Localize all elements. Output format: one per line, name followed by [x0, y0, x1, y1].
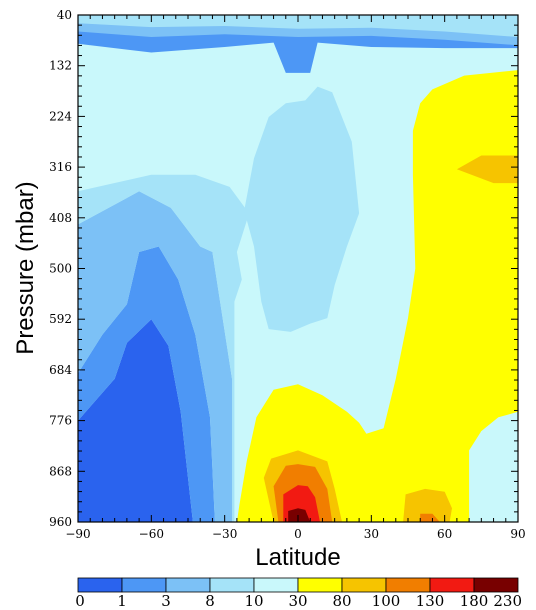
x-tick-label: 30 [364, 527, 379, 541]
contour-region-level-5-10 [236, 70, 518, 522]
colorbar-swatch [121, 577, 167, 593]
colorbar-swatch [209, 577, 255, 593]
contour-region-level-6-13 [403, 488, 452, 522]
y-tick-label: 684 [49, 363, 72, 377]
colorbar-label: 130 [416, 592, 445, 610]
y-tick-label: 776 [49, 414, 72, 428]
colorbar-label: 180 [460, 592, 489, 610]
colorbar [77, 577, 519, 593]
colorbar-label: 3 [161, 592, 171, 610]
y-tick-labels: 40 132 224 316 408 500 592 684 776 868 960 [49, 8, 72, 529]
colorbar-label: 80 [332, 592, 351, 610]
contour-region-level-0-0 [78, 319, 193, 522]
colorbar-label: 100 [372, 592, 401, 610]
contour-region-level-4-18 [469, 411, 518, 522]
contour-region-level-9-17 [288, 508, 311, 522]
colorbar-swatch [77, 577, 123, 593]
colorbar-label: 10 [244, 592, 263, 610]
y-tick-label: 224 [49, 109, 72, 123]
contour-region-level-1-1 [78, 246, 215, 522]
colorbar-label: 1 [117, 592, 127, 610]
contour-region-level-2-4 [78, 191, 232, 522]
colorbar-swatch [385, 577, 431, 593]
y-tick-label: 316 [49, 160, 72, 174]
x-axis-title: Latitude [255, 544, 340, 571]
y-tick-label: 868 [49, 464, 72, 478]
contour-region-level-7-15 [420, 513, 440, 522]
colorbar-swatch [473, 577, 519, 593]
y-tick-label: 132 [49, 59, 72, 73]
colorbar-label: 230 [493, 592, 522, 610]
x-tick-label: 60 [437, 527, 452, 541]
y-tick-label: 960 [49, 515, 72, 529]
x-tick-label: −60 [139, 527, 164, 541]
colorbar-label: 30 [288, 592, 307, 610]
colorbar-label: 8 [205, 592, 215, 610]
contour-region-level-3-9 [244, 86, 360, 332]
contour-region-level-3-7 [78, 174, 250, 522]
colorbar-swatch [253, 577, 299, 593]
colorbar-swatch [165, 577, 211, 593]
y-tick-label: 500 [49, 262, 72, 276]
y-axis-title: Pressure (mbar) [12, 181, 39, 354]
colorbar-swatch [429, 577, 475, 593]
x-tick-label: 0 [294, 527, 302, 541]
colorbar-swatch [341, 577, 387, 593]
contour-region-level-6-11 [456, 155, 518, 184]
colorbar-swatch [297, 577, 343, 593]
x-tick-labels: −90 −60 −30 0 30 60 90 [65, 527, 525, 541]
contour-fills [78, 15, 518, 522]
contour-region-level-3-8 [78, 15, 518, 37]
colorbar-label: 0 [75, 592, 85, 610]
x-tick-label: 90 [510, 527, 525, 541]
axis-ticks [77, 14, 519, 523]
y-tick-label: 40 [57, 8, 72, 22]
x-tick-label: −30 [212, 527, 237, 541]
y-tick-label: 592 [49, 312, 72, 326]
colorbar-labels: 0 1 3 8 10 30 80 100 130 180 230 [75, 592, 522, 610]
y-tick-label: 408 [49, 211, 72, 225]
x-tick-label: −90 [65, 527, 90, 541]
